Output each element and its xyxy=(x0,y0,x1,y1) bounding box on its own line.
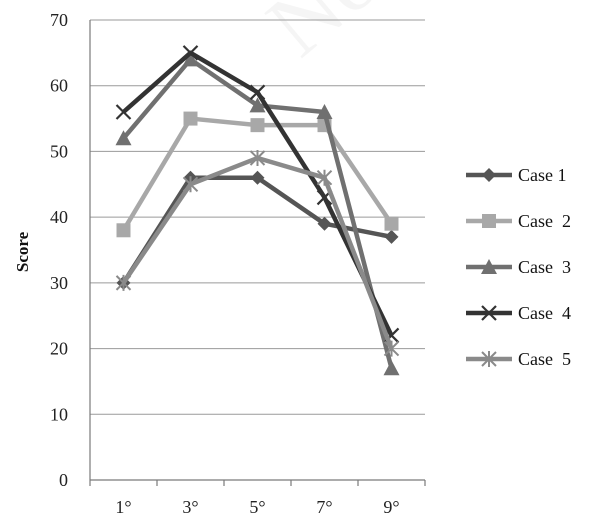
legend-entry: Case 5 xyxy=(466,349,571,369)
data-point xyxy=(115,274,132,291)
data-point xyxy=(482,214,496,228)
data-point xyxy=(182,176,199,193)
data-point xyxy=(384,229,399,244)
y-tick-label: 0 xyxy=(59,470,68,490)
legend-label: Case 4 xyxy=(518,303,571,323)
data-point xyxy=(317,216,332,231)
x-tick-label: 7° xyxy=(316,497,332,517)
series-line xyxy=(122,50,394,337)
x-tick-label: 3° xyxy=(182,497,198,517)
legend: Case 1 Case 2 Case 3 Case 4 Case 5 xyxy=(466,165,571,369)
series-case-3 xyxy=(115,51,400,376)
y-axis-ticks: 0 10 20 30 40 50 60 70 xyxy=(50,10,68,490)
data-point xyxy=(249,150,266,166)
series-case-2 xyxy=(116,111,399,238)
x-tick-label: 1° xyxy=(115,497,131,517)
data-point xyxy=(249,97,266,113)
y-axis-title: Score xyxy=(13,231,32,272)
series-case-5 xyxy=(115,150,400,357)
legend-entry: Case 2 xyxy=(466,211,571,231)
y-tick-label: 20 xyxy=(50,339,68,359)
data-point xyxy=(482,168,496,182)
data-point xyxy=(481,351,497,367)
legend-entry: Case 1 xyxy=(466,165,567,185)
y-tick-label: 60 xyxy=(50,76,68,96)
data-point xyxy=(316,169,333,186)
data-point xyxy=(183,111,198,126)
data-point xyxy=(481,305,497,321)
legend-label: Case 1 xyxy=(518,165,567,185)
data-point xyxy=(384,216,399,231)
legend-entry: Case 4 xyxy=(466,303,571,323)
data-point xyxy=(383,360,400,376)
series-case-4 xyxy=(115,45,400,344)
y-tick-label: 50 xyxy=(50,141,68,161)
data-point xyxy=(383,340,400,357)
legend-label: Case 5 xyxy=(518,349,571,369)
legend-label: Case 2 xyxy=(518,211,571,231)
data-point xyxy=(250,118,265,133)
x-tick-label: 5° xyxy=(249,497,265,517)
y-tick-label: 70 xyxy=(50,10,68,30)
x-axis-ticks: 1° 3° 5° 7° 9° xyxy=(115,497,399,517)
legend-entry: Case 3 xyxy=(466,257,571,277)
y-tick-label: 40 xyxy=(50,207,68,227)
data-point xyxy=(115,130,132,146)
legend-label: Case 3 xyxy=(518,257,571,277)
series-group xyxy=(115,45,400,376)
y-tick-label: 30 xyxy=(50,273,68,293)
data-point xyxy=(182,51,199,67)
data-point xyxy=(115,104,132,120)
data-point xyxy=(182,45,199,61)
y-tick-label: 10 xyxy=(50,404,68,424)
series-line xyxy=(121,175,392,285)
watermark: Not xyxy=(249,0,416,75)
x-tick-label: 9° xyxy=(383,497,399,517)
data-point xyxy=(481,259,497,274)
data-point xyxy=(249,84,266,101)
data-point xyxy=(116,223,131,238)
data-point xyxy=(250,170,265,185)
data-point xyxy=(316,104,333,119)
